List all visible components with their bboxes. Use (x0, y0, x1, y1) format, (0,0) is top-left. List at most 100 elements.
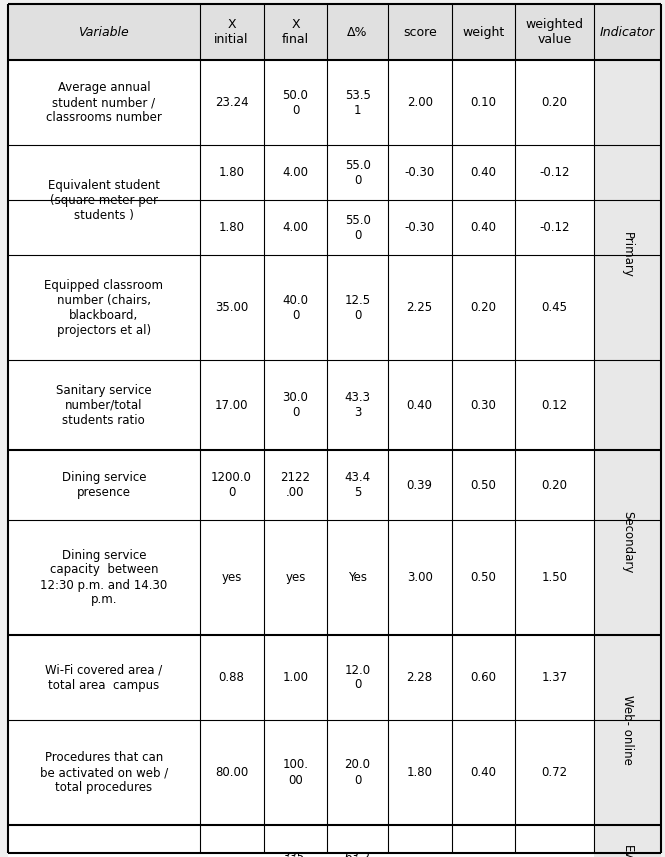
Bar (200, 145, 263, 200)
Bar (200, 825, 263, 857)
Text: 0.30: 0.30 (471, 399, 497, 411)
Bar (515, 635, 594, 720)
Text: Variable: Variable (78, 26, 129, 39)
Text: 0.10: 0.10 (471, 96, 497, 109)
Bar (200, 450, 263, 520)
Bar (388, 360, 452, 450)
Bar (594, 60, 661, 450)
Bar (388, 145, 452, 200)
Text: Events: Events (621, 845, 634, 857)
Bar (8, 520, 199, 635)
Text: 335.
00: 335. 00 (283, 851, 309, 857)
Bar (200, 360, 263, 450)
Bar (452, 825, 515, 857)
Text: 80.00: 80.00 (215, 766, 248, 779)
Bar (452, 520, 515, 635)
Text: 43.3
3: 43.3 3 (344, 391, 370, 419)
Text: 2.28: 2.28 (406, 671, 433, 684)
Bar (515, 255, 594, 360)
Text: 1.80: 1.80 (219, 221, 245, 234)
Bar (452, 720, 515, 825)
Text: 2.00: 2.00 (407, 96, 433, 109)
Text: Average annual
student number /
classrooms number: Average annual student number / classroo… (46, 81, 162, 124)
Bar (8, 255, 199, 360)
Text: 0.20: 0.20 (541, 96, 567, 109)
Bar (515, 720, 594, 825)
Text: X
initial: X initial (214, 18, 249, 46)
Text: Web- online: Web- online (621, 695, 634, 765)
Text: Primary: Primary (621, 232, 634, 278)
Bar (388, 720, 452, 825)
Bar (388, 520, 452, 635)
Bar (200, 720, 263, 825)
Text: -0.12: -0.12 (539, 221, 570, 234)
Text: Yes: Yes (348, 571, 367, 584)
Text: 0.50: 0.50 (471, 478, 497, 492)
Bar (594, 450, 661, 635)
Bar (200, 200, 263, 255)
Bar (594, 825, 661, 857)
Bar (388, 825, 452, 857)
Bar (263, 450, 327, 520)
Bar (388, 255, 452, 360)
Text: Δ%: Δ% (347, 26, 368, 39)
Bar (8, 360, 199, 450)
Text: score: score (403, 26, 436, 39)
Text: 20.0
0: 20.0 0 (344, 758, 370, 787)
Text: 0.40: 0.40 (471, 221, 497, 234)
Bar (452, 145, 515, 200)
Bar (452, 200, 515, 255)
Bar (452, 60, 515, 145)
Text: 43.4
5: 43.4 5 (344, 471, 370, 499)
Bar (452, 360, 515, 450)
Text: Sanitary service
number/total
students ratio: Sanitary service number/total students r… (56, 383, 152, 427)
Bar (388, 60, 452, 145)
Text: -0.30: -0.30 (404, 166, 435, 179)
Text: 0.50: 0.50 (471, 571, 497, 584)
Bar (8, 825, 199, 857)
Bar (8, 450, 199, 520)
Bar (263, 520, 327, 635)
Bar (388, 200, 452, 255)
Text: Equipped classroom
number (chairs,
blackboard,
projectors et al): Equipped classroom number (chairs, black… (45, 279, 164, 337)
Bar (515, 450, 594, 520)
Bar (452, 450, 515, 520)
Text: 1.00: 1.00 (283, 671, 309, 684)
Text: 40.0
0: 40.0 0 (283, 293, 309, 321)
Bar (263, 825, 327, 857)
Text: 2.25: 2.25 (406, 301, 433, 314)
Bar (200, 255, 263, 360)
Text: 0.40: 0.40 (471, 166, 497, 179)
Bar (388, 450, 452, 520)
Bar (327, 255, 388, 360)
Text: weighted
value: weighted value (525, 18, 583, 46)
Bar (327, 825, 388, 857)
Bar (515, 145, 594, 200)
Text: 3.00: 3.00 (407, 571, 433, 584)
Bar (515, 520, 594, 635)
Text: weight: weight (462, 26, 505, 39)
Bar (327, 200, 388, 255)
Text: 55.0
0: 55.0 0 (344, 159, 370, 187)
Text: 55.0
0: 55.0 0 (344, 213, 370, 242)
Text: X
final: X final (282, 18, 309, 46)
Text: Indicator: Indicator (600, 26, 655, 39)
Bar (515, 825, 594, 857)
Text: 0.20: 0.20 (541, 478, 567, 492)
Text: 4.00: 4.00 (283, 166, 309, 179)
Bar (263, 720, 327, 825)
Bar (263, 360, 327, 450)
Text: 0.12: 0.12 (541, 399, 568, 411)
Bar (200, 520, 263, 635)
Bar (200, 635, 263, 720)
Text: 100.
00: 100. 00 (283, 758, 309, 787)
Text: 0.45: 0.45 (541, 301, 567, 314)
Text: 30.0
0: 30.0 0 (283, 391, 309, 419)
Bar (452, 635, 515, 720)
Text: 0.40: 0.40 (471, 766, 497, 779)
Bar (8, 145, 199, 200)
Text: 0.60: 0.60 (471, 671, 497, 684)
Text: 0.88: 0.88 (219, 671, 245, 684)
Text: -0.12: -0.12 (539, 166, 570, 179)
Bar (8, 60, 199, 145)
